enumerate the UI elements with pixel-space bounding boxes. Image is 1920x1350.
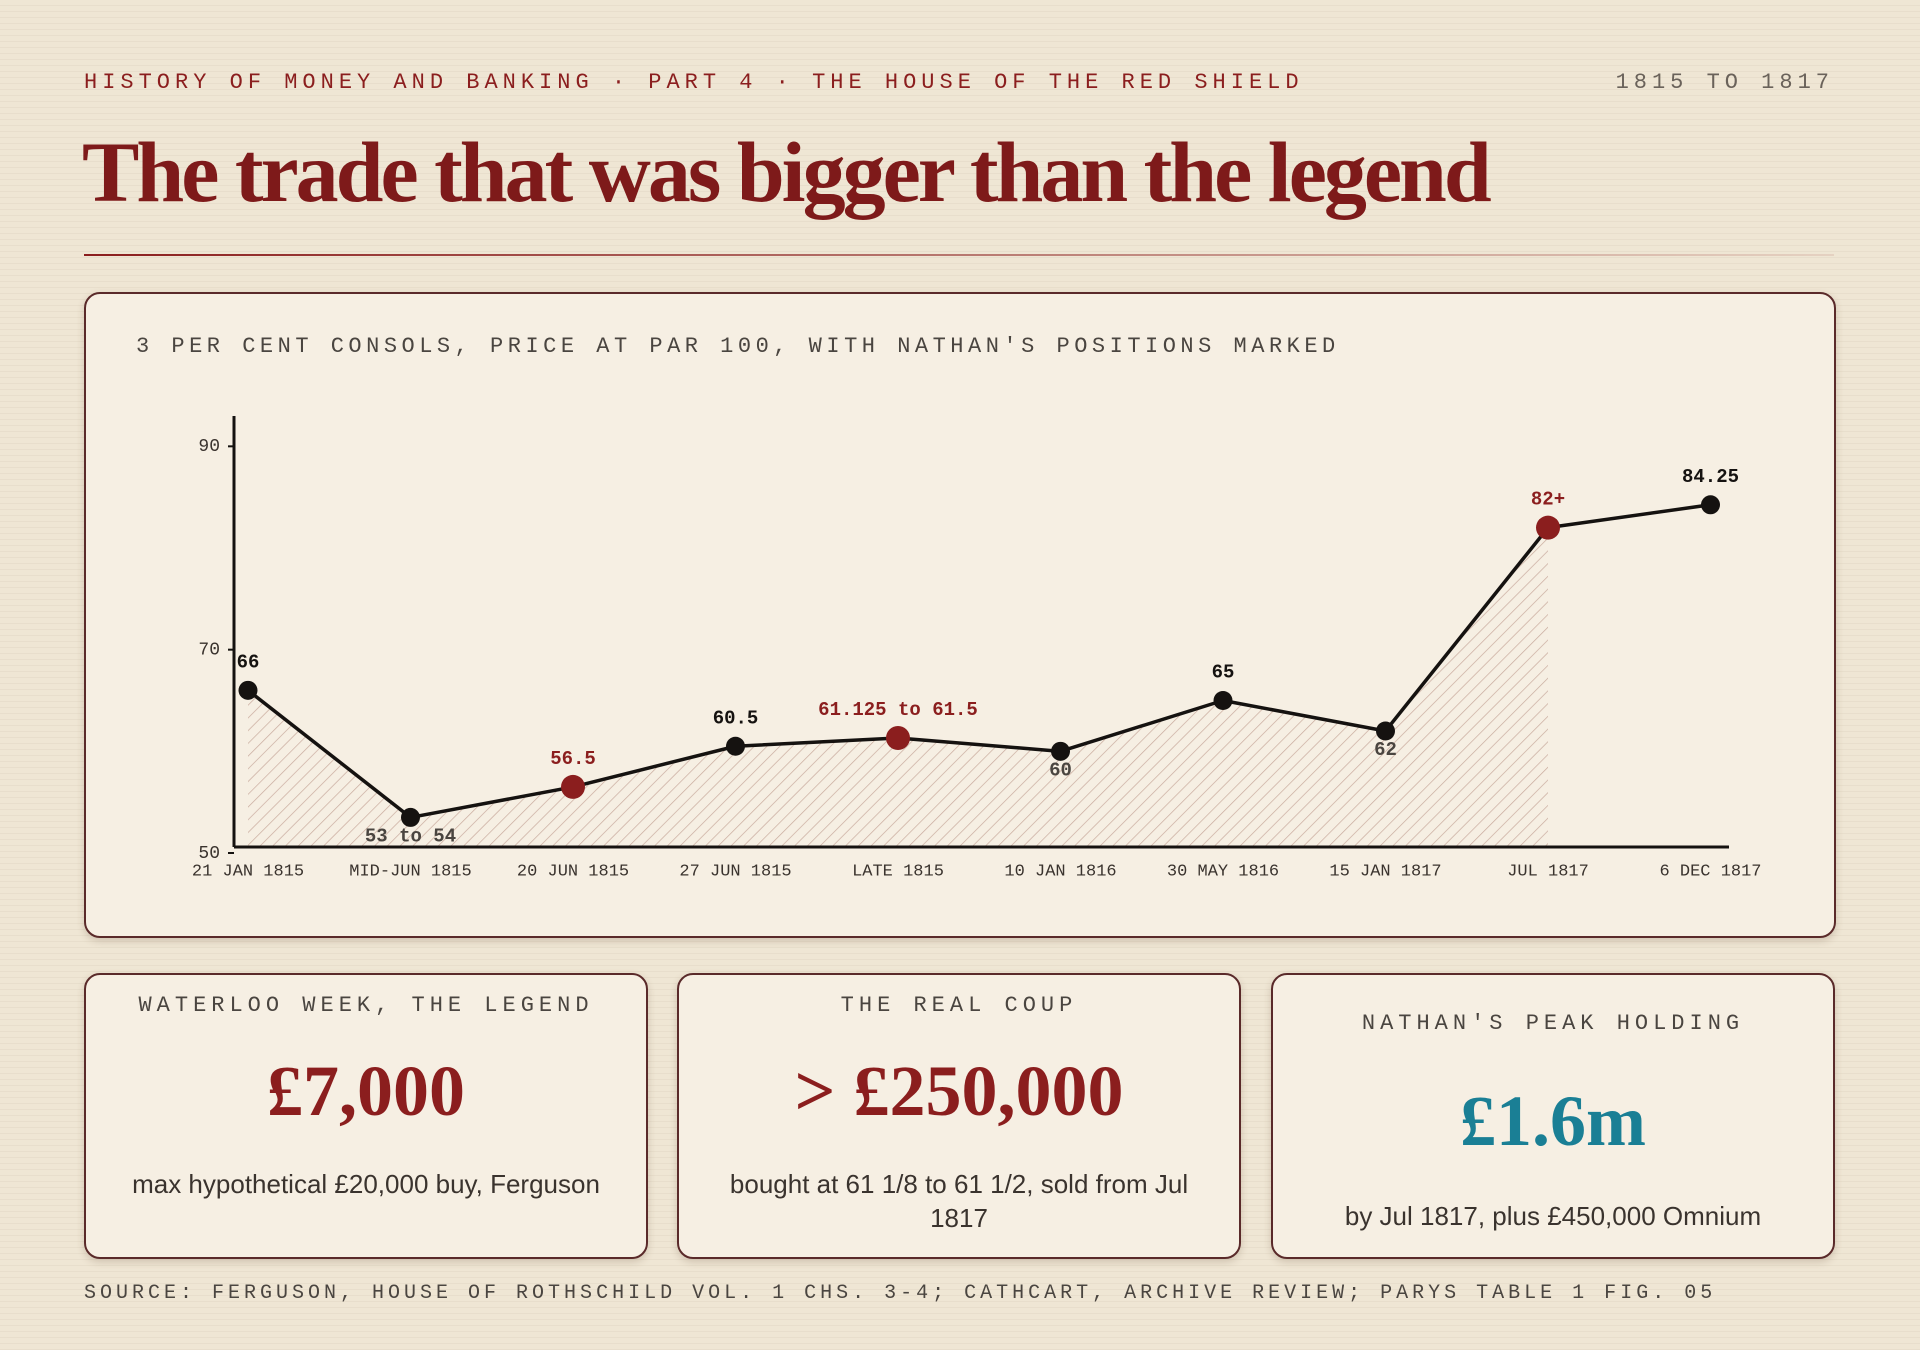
x-tick-label: 27 JUN 1815 xyxy=(679,862,791,881)
stat-note: max hypothetical £20,000 buy, Ferguson xyxy=(132,1169,600,1199)
stat-label: THE REAL COUP xyxy=(840,993,1078,1018)
marker xyxy=(1213,691,1233,710)
marker xyxy=(886,725,910,750)
stat-value: £1.6m xyxy=(1460,1081,1646,1161)
chart: 3 PER CENT CONSOLS, PRICE AT PAR 100, WI… xyxy=(136,334,1762,882)
marker xyxy=(1536,515,1560,540)
x-tick-label: 20 JUN 1815 xyxy=(517,862,629,881)
x-tick-label: 15 JAN 1817 xyxy=(1329,862,1441,881)
x-tick-label: 10 JAN 1816 xyxy=(1004,862,1116,881)
chart-title: 3 PER CENT CONSOLS, PRICE AT PAR 100, WI… xyxy=(136,334,1340,359)
x-tick-label: 21 JAN 1815 xyxy=(192,862,304,881)
marker xyxy=(238,680,258,700)
marker xyxy=(1701,495,1720,515)
x-tick-label: LATE 1815 xyxy=(852,862,944,881)
title: The trade that was bigger than the legen… xyxy=(82,124,1492,220)
line xyxy=(246,503,1711,820)
stat-value: > £250,000 xyxy=(794,1051,1124,1131)
value-label: 66 xyxy=(237,651,260,673)
value-label: 62 xyxy=(1374,739,1397,761)
kicker: HISTORY OF MONEY AND BANKING · PART 4 · … xyxy=(84,70,1304,95)
stat-card: THE REAL COUP > £250,000 bought at 61 1/… xyxy=(677,973,1241,1259)
value-label: 56.5 xyxy=(550,748,596,770)
stat-value: £7,000 xyxy=(267,1051,465,1131)
marker xyxy=(1376,721,1395,741)
value-label: 53 to 54 xyxy=(365,825,456,847)
stat-note: bought at 61 1/8 to 61 1/2, sold from Ju… xyxy=(729,1169,1189,1233)
y-tick-label: 70 xyxy=(198,640,220,660)
chart-panel: 3 PER CENT CONSOLS, PRICE AT PAR 100, WI… xyxy=(84,292,1836,938)
value-label: 65 xyxy=(1212,662,1235,684)
date-range: 1815 TO 1817 xyxy=(1615,70,1834,95)
marker xyxy=(401,807,420,827)
title-rule xyxy=(84,254,1834,256)
shaded-area xyxy=(248,527,1548,847)
stat-card: WATERLOO WEEK, THE LEGEND £7,000 max hyp… xyxy=(84,973,648,1259)
y-tick-label: 90 xyxy=(198,437,220,457)
value-label: 82+ xyxy=(1531,489,1565,511)
y-tick-label: 50 xyxy=(198,844,220,864)
value-label: 61.125 to 61.5 xyxy=(818,699,978,721)
source: SOURCE: FERGUSON, HOUSE OF ROTHSCHILD VO… xyxy=(84,1282,1717,1305)
marker xyxy=(1051,741,1070,761)
x-tick-label: JUL 1817 xyxy=(1507,862,1589,881)
x-tick-label: 6 DEC 1817 xyxy=(1659,862,1761,881)
stat-note: by Jul 1817, plus £450,000 Omnium xyxy=(1344,1201,1762,1231)
stat-label: NATHAN'S PEAK HOLDING xyxy=(1361,1011,1745,1036)
x-tick-label: 30 MAY 1816 xyxy=(1167,862,1279,881)
x-tick-label: MID-JUN 1815 xyxy=(349,862,471,881)
marker xyxy=(726,736,745,756)
stat-card: NATHAN'S PEAK HOLDING £1.6m by Jul 1817,… xyxy=(1271,973,1835,1259)
value-label: 60 xyxy=(1049,759,1072,781)
value-label: 60.5 xyxy=(713,707,759,729)
value-label: 84.25 xyxy=(1682,466,1739,488)
stat-label: WATERLOO WEEK, THE LEGEND xyxy=(138,993,594,1018)
marker xyxy=(561,774,585,799)
